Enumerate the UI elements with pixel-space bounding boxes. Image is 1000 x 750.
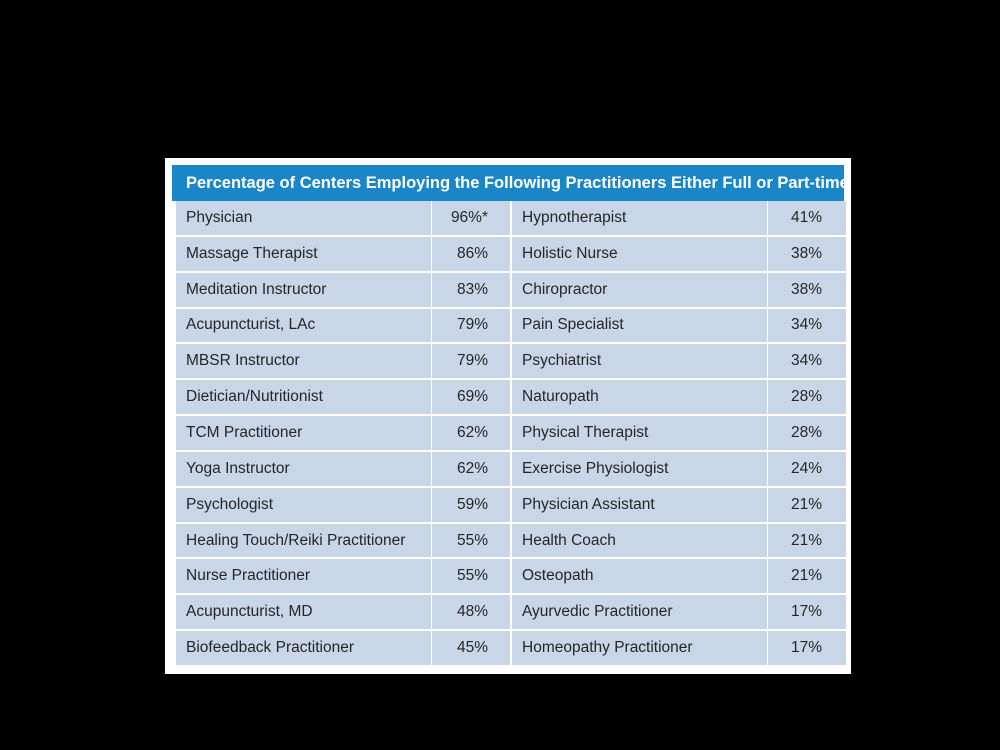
practitioner-name: Yoga Instructor [176, 451, 432, 488]
practitioner-percentage: 86% [432, 236, 512, 273]
practitioner-name: Meditation Instructor [176, 272, 432, 309]
practitioner-name: Chiropractor [512, 272, 768, 309]
practitioner-name: Physician Assistant [512, 487, 768, 524]
practitioner-name: Healing Touch/Reiki Practitioner [176, 523, 432, 560]
practitioner-percentage: 21% [768, 559, 846, 596]
practitioner-percentage: 34% [768, 344, 846, 381]
practitioner-name: Massage Therapist [176, 236, 432, 273]
practitioner-name: Biofeedback Practitioner [176, 631, 432, 667]
practitioner-percentage: 38% [768, 272, 846, 309]
practitioner-name: Physical Therapist [512, 416, 768, 452]
practitioner-percentage: 28% [768, 416, 846, 452]
practitioner-name: Acupuncturist, MD [176, 595, 432, 632]
practitioner-percentage: 48% [432, 595, 512, 632]
practitioner-percentage: 28% [768, 380, 846, 417]
practitioner-percentage: 55% [432, 559, 512, 596]
practitioner-name: Homeopathy Practitioner [512, 631, 768, 667]
practitioner-name: Pain Specialist [512, 308, 768, 345]
practitioner-name: TCM Practitioner [176, 416, 432, 452]
practitioner-name: Hypnotherapist [512, 201, 768, 237]
practitioner-percentage: 21% [768, 487, 846, 524]
practitioner-name: Dietician/Nutritionist [176, 380, 432, 417]
practitioner-name: Psychiatrist [512, 344, 768, 381]
practitioner-name: Psychologist [176, 487, 432, 524]
practitioner-name: MBSR Instructor [176, 344, 432, 381]
practitioner-percentage: 17% [768, 595, 846, 632]
practitioner-percentage: 62% [432, 451, 512, 488]
practitioner-percentage: 83% [432, 272, 512, 309]
practitioner-name: Osteopath [512, 559, 768, 596]
practitioner-percentage: 69% [432, 380, 512, 417]
practitioner-percentage: 21% [768, 523, 846, 560]
practitioner-percentage: 34% [768, 308, 846, 345]
practitioner-name: Health Coach [512, 523, 768, 560]
practitioner-name: Ayurvedic Practitioner [512, 595, 768, 632]
practitioner-name: Nurse Practitioner [176, 559, 432, 596]
practitioners-table-card: Percentage of Centers Employing the Foll… [165, 158, 851, 674]
practitioner-percentage: 38% [768, 236, 846, 273]
practitioner-percentage: 55% [432, 523, 512, 560]
practitioner-percentage: 79% [432, 308, 512, 345]
table-title: Percentage of Centers Employing the Foll… [172, 165, 844, 201]
practitioner-percentage: 45% [432, 631, 512, 667]
practitioner-percentage: 62% [432, 416, 512, 452]
practitioner-percentage: 17% [768, 631, 846, 667]
practitioner-name: Acupuncturist, LAc [176, 308, 432, 345]
practitioner-percentage: 96%* [432, 201, 512, 237]
practitioner-name: Naturopath [512, 380, 768, 417]
practitioner-name: Holistic Nurse [512, 236, 768, 273]
practitioner-percentage: 59% [432, 487, 512, 524]
practitioner-percentage: 41% [768, 201, 846, 237]
practitioner-percentage: 24% [768, 451, 846, 488]
practitioner-name: Physician [176, 201, 432, 237]
practitioner-name: Exercise Physiologist [512, 451, 768, 488]
practitioners-table: Physician 96%* Hypnotherapist 41% Massage Th… [176, 201, 846, 667]
practitioner-percentage: 79% [432, 344, 512, 381]
